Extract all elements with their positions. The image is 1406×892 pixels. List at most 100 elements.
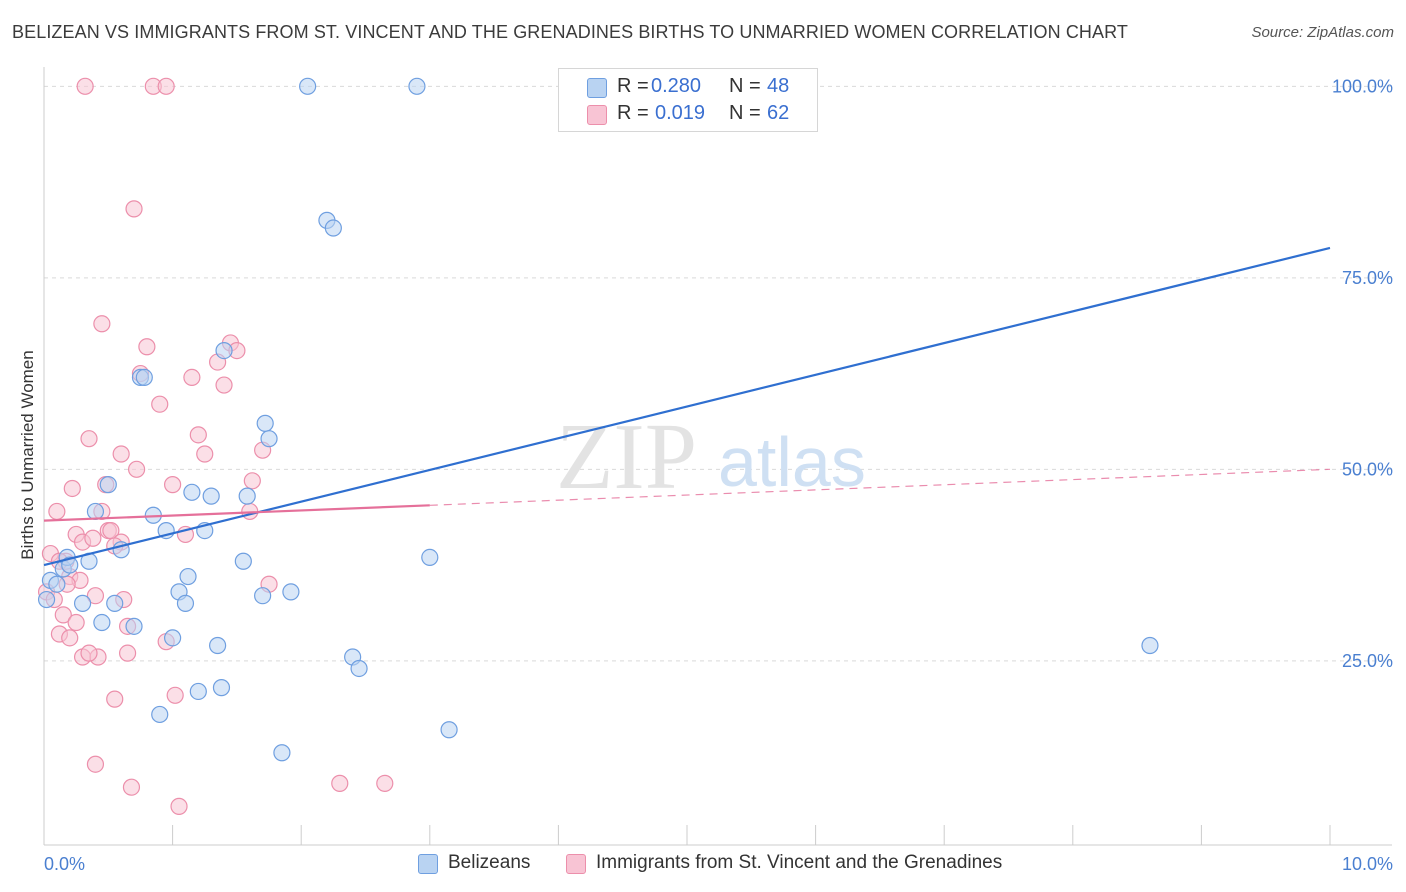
y-tick-label: 50.0%: [1342, 459, 1393, 479]
data-point-immigrants: [54, 606, 72, 624]
data-point-immigrants: [138, 338, 156, 356]
data-point-belizeans: [1141, 636, 1159, 655]
data-point-immigrants: [63, 479, 81, 498]
data-point-belizeans: [37, 590, 56, 609]
data-point-immigrants: [243, 472, 261, 490]
data-point-belizeans: [256, 414, 274, 432]
trend-line-immigrants-extension: [429, 468, 1331, 506]
data-point-immigrants: [48, 502, 66, 521]
legend-r-label: R =: [617, 75, 649, 97]
data-point-immigrants: [166, 686, 184, 704]
legend-r-label: R =: [617, 102, 649, 124]
legend-swatch-blue: [587, 78, 607, 98]
data-point-belizeans: [260, 430, 278, 448]
data-point-immigrants: [122, 778, 141, 796]
data-point-immigrants: [80, 430, 98, 448]
data-point-belizeans: [48, 575, 66, 593]
bottom-legend-swatch-blue: [418, 854, 438, 874]
data-point-immigrants: [183, 368, 201, 386]
legend-r-value: 0.019: [655, 102, 706, 124]
data-point-immigrants: [76, 77, 94, 95]
chart-title: BELIZEAN VS IMMIGRANTS FROM ST. VINCENT …: [12, 22, 1129, 42]
legend-n-value: 62: [767, 102, 790, 124]
data-point-immigrants: [80, 644, 98, 662]
data-point-belizeans: [440, 721, 458, 739]
data-point-immigrants: [106, 690, 124, 708]
y-tick-label: 75.0%: [1342, 268, 1393, 288]
data-point-immigrants: [67, 613, 85, 632]
watermark: ZIP atlas: [556, 405, 866, 509]
data-point-immigrants: [86, 587, 105, 605]
data-point-immigrants: [61, 629, 79, 647]
trend-lines: [43, 246, 1331, 567]
data-point-belizeans: [176, 594, 195, 612]
y-tick-label: 25.0%: [1342, 651, 1393, 671]
data-point-immigrants: [84, 529, 102, 547]
data-point-belizeans: [234, 552, 252, 570]
x-tick-label: 0.0%: [44, 854, 85, 874]
legend-n-value: 48: [767, 75, 790, 97]
data-point-belizeans: [183, 483, 201, 501]
legend-r-value: 0.280: [651, 75, 702, 97]
data-point-immigrants: [164, 476, 182, 494]
data-point-belizeans: [212, 679, 231, 697]
data-point-belizeans: [61, 556, 79, 574]
data-point-belizeans: [164, 629, 182, 647]
legend-n-label: N =: [729, 102, 761, 124]
data-point-immigrants: [331, 774, 349, 792]
trend-line-belizeans: [43, 246, 1331, 567]
data-point-immigrants: [196, 445, 214, 463]
data-point-immigrants: [215, 376, 233, 394]
data-point-belizeans: [135, 368, 153, 386]
data-point-belizeans: [273, 744, 291, 762]
data-point-belizeans: [209, 636, 227, 655]
grid-layer: [44, 85, 1392, 662]
trend-line-immigrants: [43, 504, 430, 522]
bottom-legend-swatch-pink: [566, 854, 586, 874]
correlation-legend: R = 0.280 N = 48 R = 0.019 N = 62: [558, 68, 818, 132]
bottom-legend-label-immigrants: Immigrants from St. Vincent and the Gren…: [596, 852, 1003, 873]
data-point-immigrants: [151, 395, 169, 413]
data-point-belizeans: [282, 583, 300, 601]
data-point-belizeans: [299, 77, 317, 95]
data-point-immigrants: [112, 445, 130, 463]
data-point-belizeans: [238, 487, 256, 505]
source-label: Source: ZipAtlas.com: [1251, 24, 1394, 41]
watermark-atlas: atlas: [718, 423, 866, 501]
axis-layer: [43, 67, 1392, 846]
data-point-belizeans: [254, 587, 272, 605]
data-point-belizeans: [421, 548, 439, 567]
data-point-belizeans: [99, 476, 117, 494]
data-point-belizeans: [350, 659, 368, 678]
legend-n-label: N =: [729, 75, 761, 97]
data-point-immigrants: [189, 426, 207, 444]
data-point-belizeans: [106, 594, 124, 612]
data-point-belizeans: [73, 594, 92, 612]
data-point-belizeans: [202, 487, 220, 505]
series-pink-points: [37, 77, 394, 815]
data-point-immigrants: [118, 644, 137, 662]
data-point-belizeans: [324, 219, 342, 237]
data-point-belizeans: [86, 502, 105, 521]
y-tick-label: 100.0%: [1332, 76, 1393, 96]
data-point-belizeans: [215, 341, 233, 360]
data-point-belizeans: [125, 617, 143, 635]
data-point-immigrants: [170, 797, 188, 815]
data-point-immigrants: [376, 774, 394, 792]
data-point-immigrants: [127, 460, 146, 478]
data-point-immigrants: [86, 755, 105, 773]
data-point-immigrants: [157, 77, 175, 95]
data-point-belizeans: [189, 682, 207, 701]
y-axis-title: Births to Unmarried Women: [18, 350, 37, 559]
data-point-immigrants: [125, 200, 143, 218]
bottom-legend-label-belizeans: Belizeans: [448, 852, 531, 873]
tick-labels: 25.0% 50.0% 75.0% 100.0% 0.0% 10.0%: [44, 76, 1393, 874]
data-point-belizeans: [93, 613, 111, 632]
data-point-belizeans: [408, 77, 426, 95]
data-point-immigrants: [93, 315, 111, 333]
x-tick-label: 10.0%: [1342, 854, 1393, 874]
data-point-belizeans: [151, 705, 169, 724]
data-point-belizeans: [179, 567, 197, 586]
legend-swatch-pink: [587, 105, 607, 125]
